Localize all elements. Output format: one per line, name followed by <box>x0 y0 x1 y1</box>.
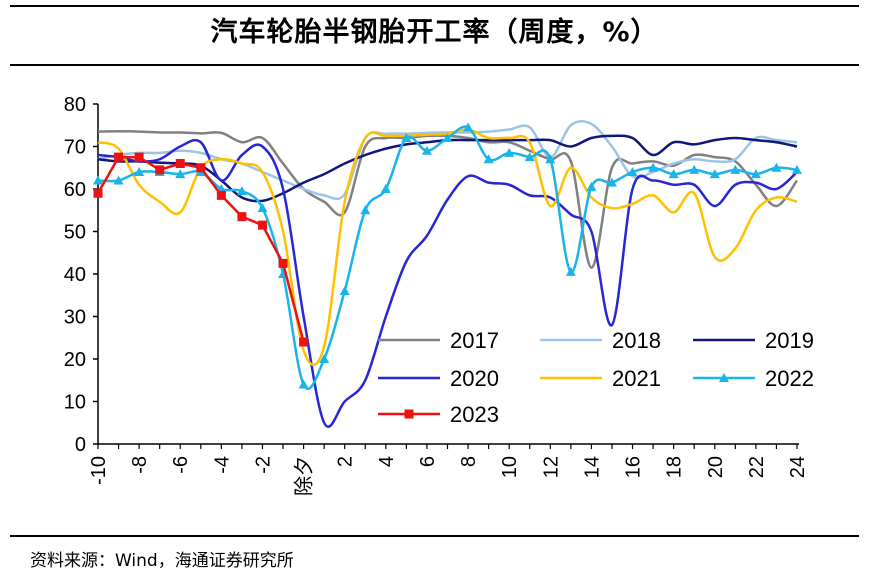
data-point-2023 <box>237 212 247 222</box>
source-note: 资料来源：Wind，海通证券研究所 <box>30 551 294 571</box>
legend-label-2019: 2019 <box>765 328 814 353</box>
x-tick-label: -6 <box>170 456 192 474</box>
data-point-2023 <box>175 159 185 168</box>
x-tick-label: 20 <box>705 456 727 478</box>
data-point-2022 <box>524 152 535 162</box>
data-point-2023 <box>299 337 309 347</box>
data-point-2022 <box>421 145 432 155</box>
data-point-2022 <box>730 164 741 174</box>
data-point-2022 <box>113 175 124 185</box>
legend-label-2018: 2018 <box>612 328 661 353</box>
y-tick-label: 0 <box>75 434 86 456</box>
data-point-2023 <box>155 165 165 175</box>
legend-label-2023: 2023 <box>450 402 499 427</box>
y-tick-label: 70 <box>64 137 86 159</box>
data-point-2022 <box>463 122 474 132</box>
x-tick-label: 4 <box>376 456 398 467</box>
series-layer <box>93 119 802 428</box>
y-tick-label: 80 <box>64 94 86 116</box>
title-bottom-rule <box>10 64 859 66</box>
data-point-2022 <box>257 203 268 213</box>
x-tick-label: 18 <box>664 456 686 478</box>
data-point-2023 <box>134 152 144 162</box>
data-point-2022 <box>360 205 371 215</box>
y-tick-label: 60 <box>64 179 86 201</box>
data-point-2022 <box>668 169 679 179</box>
data-point-2022 <box>134 167 145 176</box>
x-tick-label: 6 <box>417 456 439 467</box>
data-point-2022 <box>750 169 761 179</box>
x-tick-label: -10 <box>88 456 110 485</box>
y-tick-label: 10 <box>64 392 86 414</box>
y-tick-label: 30 <box>64 307 86 329</box>
data-point-2022 <box>709 169 720 179</box>
x-tick-label: -4 <box>211 456 233 474</box>
x-tick-label: 10 <box>499 456 521 478</box>
data-point-2022 <box>175 169 186 179</box>
series-line-2023 <box>96 155 305 343</box>
series-line-2021 <box>97 128 798 367</box>
data-point-2022 <box>545 154 556 164</box>
data-point-2022 <box>771 162 782 172</box>
data-point-2022 <box>504 147 515 157</box>
y-tick-label: 40 <box>64 264 86 286</box>
data-point-2022 <box>792 164 802 174</box>
data-point-2023 <box>257 220 267 230</box>
legend-label-2021: 2021 <box>612 366 661 391</box>
x-tick-label: 除夕 <box>293 456 316 496</box>
data-point-2022 <box>648 162 659 172</box>
data-point-2022 <box>380 184 391 193</box>
data-point-2023 <box>278 258 288 268</box>
data-point-2022 <box>298 379 309 389</box>
data-point-2022 <box>319 354 330 363</box>
data-point-2022 <box>565 266 576 276</box>
x-tick-label: 24 <box>787 456 809 478</box>
legend-marker-2023 <box>404 409 414 419</box>
chart-title: 汽车轮胎半钢胎开工率（周度，%） <box>210 17 659 48</box>
data-point-2022 <box>339 286 350 295</box>
data-point-2022 <box>442 133 453 142</box>
x-tick-label: -2 <box>252 456 274 474</box>
data-point-2022 <box>586 181 597 191</box>
x-tick-label: 14 <box>581 456 603 478</box>
data-point-2023 <box>93 188 103 198</box>
source-top-rule <box>10 535 859 537</box>
data-point-2022 <box>689 164 700 174</box>
data-point-2022 <box>606 177 617 187</box>
data-point-2023 <box>216 190 226 200</box>
x-tick-label: 16 <box>623 456 645 478</box>
series-line-2020 <box>97 138 798 428</box>
data-point-2022 <box>93 175 103 185</box>
data-point-2022 <box>627 167 638 176</box>
x-tick-label: 2 <box>335 456 357 467</box>
data-point-2023 <box>196 163 206 173</box>
x-tick-label: 12 <box>540 456 562 478</box>
legend: 2017 2018 2019 2020 2021 2022 2023 <box>378 328 814 427</box>
x-tick-label: -8 <box>129 456 151 474</box>
series-line-2018 <box>97 119 798 201</box>
legend-label-2017: 2017 <box>450 328 499 353</box>
data-point-2022 <box>401 133 412 142</box>
y-tick-label: 50 <box>64 222 86 244</box>
y-tick-label: 20 <box>64 349 86 371</box>
data-point-2023 <box>114 152 124 162</box>
data-point-2022 <box>483 154 494 164</box>
x-tick-label: 8 <box>458 456 480 467</box>
title-top-rule <box>10 5 859 7</box>
legend-label-2022: 2022 <box>765 366 814 391</box>
legend-marker-2022 <box>719 373 729 382</box>
legend-label-2020: 2020 <box>450 366 499 391</box>
data-point-2022 <box>236 186 247 196</box>
x-tick-label: 22 <box>746 456 768 478</box>
